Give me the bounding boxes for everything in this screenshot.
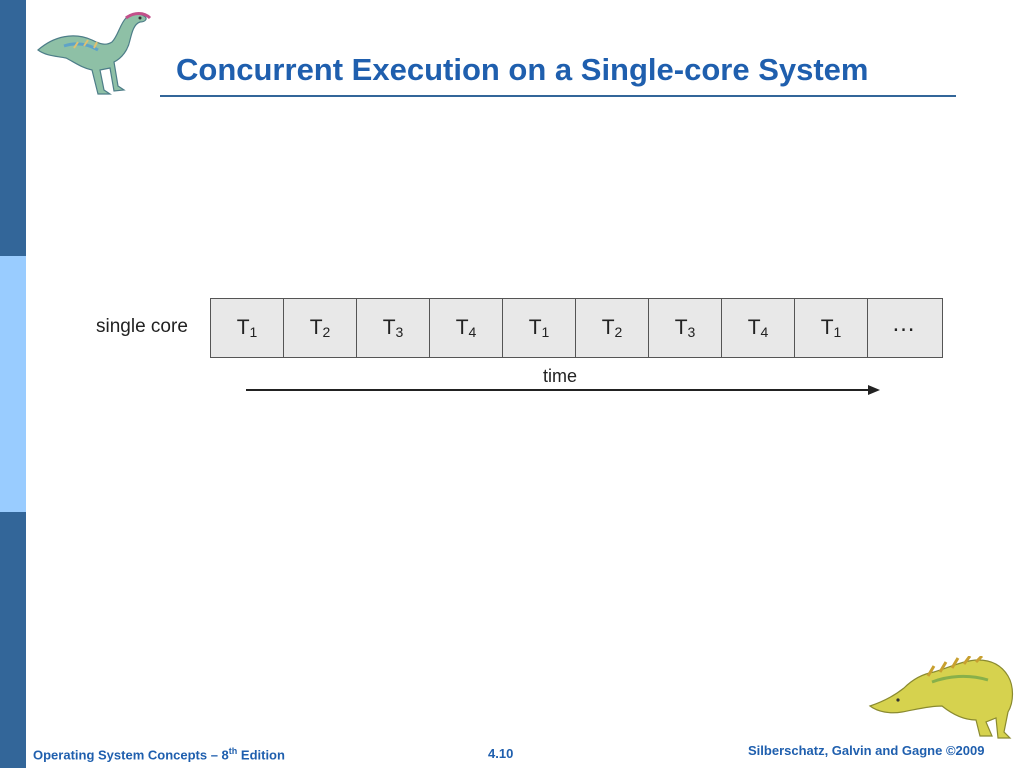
task-name: T bbox=[747, 316, 761, 339]
task-name: T bbox=[601, 316, 615, 339]
task-index: 1 bbox=[541, 324, 550, 340]
row-label: single core bbox=[96, 316, 188, 337]
footer-book-title-suffix: Edition bbox=[237, 747, 285, 763]
footer-copyright: Silberschatz, Galvin and Gagne ©2009 bbox=[748, 743, 985, 758]
sidebar-band-middle bbox=[0, 256, 26, 512]
sidebar-band-top bbox=[0, 0, 26, 256]
task-name: T bbox=[309, 316, 323, 339]
task-name: T bbox=[820, 316, 834, 339]
ellipsis-slot: … bbox=[891, 310, 919, 337]
footer-edition-suffix: th bbox=[228, 746, 238, 756]
task-name: T bbox=[382, 316, 396, 339]
task-index: 2 bbox=[614, 324, 623, 340]
task-index: 3 bbox=[395, 324, 404, 340]
task-name: T bbox=[236, 316, 250, 339]
time-arrow bbox=[246, 385, 880, 395]
task-index: 1 bbox=[833, 324, 842, 340]
task-index: 3 bbox=[687, 324, 696, 340]
sidebar-band-bottom bbox=[0, 512, 26, 768]
task-name: T bbox=[674, 316, 688, 339]
dinosaur-icon bbox=[868, 656, 1014, 739]
task-index: 4 bbox=[760, 324, 769, 340]
footer-book-title-prefix: Operating System Concepts – 8 bbox=[33, 747, 229, 763]
task-index: 4 bbox=[468, 324, 477, 340]
footer-book-title: Operating System Concepts – 8th Edition bbox=[33, 746, 285, 762]
task-name: T bbox=[528, 316, 542, 339]
task-name: T bbox=[455, 316, 469, 339]
page-number: 4.10 bbox=[488, 746, 514, 761]
task-index: 2 bbox=[322, 324, 331, 340]
title-divider bbox=[160, 95, 956, 97]
time-label: time bbox=[543, 366, 578, 386]
task-index: 1 bbox=[249, 324, 258, 340]
dinosaur-icon bbox=[37, 12, 152, 95]
slide-title: Concurrent Execution on a Single-core Sy… bbox=[176, 52, 869, 87]
